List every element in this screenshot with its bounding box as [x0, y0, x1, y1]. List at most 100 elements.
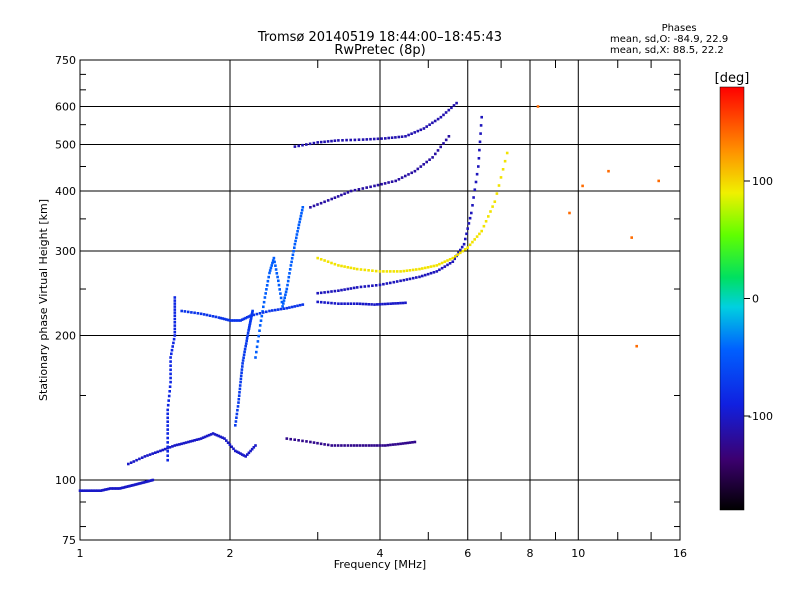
trace-point: [340, 193, 343, 197]
trace-point: [383, 302, 387, 306]
trace-point: [195, 438, 199, 441]
trace-point: [94, 489, 97, 492]
trace-point: [375, 303, 379, 306]
trace-point: [110, 487, 114, 490]
trace-point: [235, 319, 239, 322]
trace-point: [262, 300, 266, 304]
trace-point: [244, 455, 247, 458]
trace-point: [422, 163, 425, 166]
trace-point: [305, 143, 308, 146]
trace-point: [264, 292, 267, 295]
trace-point: [169, 360, 172, 363]
trace-point: [226, 441, 230, 444]
trace-point: [244, 342, 248, 345]
trace-point: [169, 356, 172, 359]
trace-point: [383, 182, 387, 185]
trace-point: [254, 444, 257, 447]
trace-point: [226, 318, 230, 322]
trace-point: [330, 139, 333, 143]
trace-point: [122, 486, 126, 489]
trace-point: [268, 269, 272, 272]
trace-point: [100, 489, 104, 492]
trace-point: [208, 314, 212, 317]
trace-point: [365, 186, 368, 189]
trace-point: [247, 451, 251, 455]
trace-point: [244, 316, 247, 320]
trace-point: [346, 444, 350, 447]
trace-point: [289, 437, 292, 441]
trace-point: [196, 312, 200, 315]
phase-stats: Phases mean, sd,O: -84.9, 22.9 mean, sd,…: [610, 23, 728, 56]
trace-point: [459, 248, 462, 252]
trace-point: [127, 462, 130, 466]
trace-point: [436, 149, 440, 152]
trace-point: [468, 243, 472, 247]
trace-point: [244, 344, 247, 348]
colorbar-tick-label: -100: [748, 410, 773, 423]
trace-point: [293, 305, 297, 308]
trace-point: [396, 442, 400, 446]
trace-point: [369, 185, 372, 189]
trace-point: [475, 235, 479, 238]
trace-point: [265, 310, 268, 314]
trace-point: [258, 329, 261, 332]
scatter-point: [581, 184, 584, 188]
trace-point: [199, 312, 203, 316]
trace-point: [447, 108, 451, 112]
trace-point: [333, 196, 337, 199]
y-tick-label: 200: [55, 330, 76, 343]
trace-point: [277, 283, 281, 287]
trace-point: [319, 442, 323, 446]
trace-point: [451, 256, 455, 260]
trace-point: [289, 264, 293, 267]
trace-point: [349, 189, 353, 193]
trace-point: [102, 488, 106, 492]
trace-point: [473, 188, 477, 191]
trace-point: [268, 271, 271, 275]
trace-point: [132, 460, 136, 463]
trace-point: [279, 292, 282, 295]
trace-point: [272, 256, 276, 260]
trace-point: [156, 450, 160, 454]
trace-point: [271, 261, 274, 265]
trace-point: [391, 443, 395, 446]
trace-point: [399, 301, 402, 305]
trace-point: [378, 444, 382, 447]
trace-point: [408, 441, 412, 444]
trace-point: [323, 443, 326, 446]
trace-point: [333, 302, 337, 305]
trace-point: [273, 308, 277, 312]
trace-point: [271, 309, 274, 312]
trace-point: [238, 387, 242, 391]
trace-point: [355, 267, 359, 271]
trace-point: [428, 158, 431, 161]
trace-point: [423, 266, 427, 270]
y-axis-label: Stationary phase Virtual Height [km]: [37, 199, 50, 401]
trace-point: [167, 399, 170, 402]
trace-point: [180, 309, 183, 313]
trace-point: [166, 412, 169, 416]
trace-point: [376, 137, 380, 141]
trace-point: [326, 301, 330, 305]
trace-point: [115, 487, 118, 490]
trace-point: [392, 280, 396, 284]
trace-point: [258, 324, 262, 327]
trace-point: [367, 284, 370, 288]
y-tick-label: 300: [55, 245, 76, 258]
trace-point: [418, 267, 421, 271]
trace-point: [180, 442, 183, 446]
trace-point: [269, 266, 273, 270]
trace-point: [284, 293, 287, 297]
trace-point: [426, 266, 430, 269]
trace-point: [385, 270, 389, 273]
trace-point: [341, 139, 344, 142]
trace-point: [235, 450, 239, 454]
colorbar-tick-label: 0: [752, 293, 759, 306]
trace-point: [405, 269, 409, 272]
trace-point: [112, 487, 115, 490]
trace-point: [255, 350, 258, 354]
trace-point: [203, 435, 207, 439]
trace-point: [242, 317, 246, 321]
trace-point: [499, 176, 503, 179]
trace-point: [288, 272, 291, 275]
